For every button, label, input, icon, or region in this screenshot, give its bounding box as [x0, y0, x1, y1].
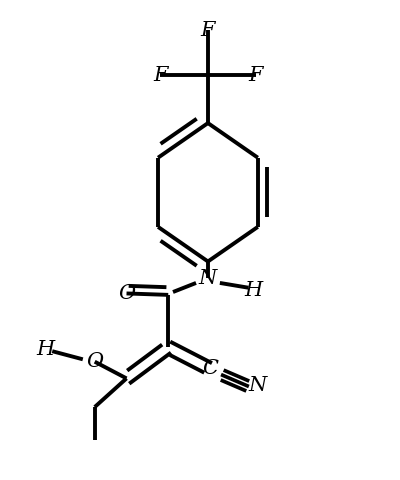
Text: N: N — [199, 269, 217, 288]
Text: C: C — [202, 360, 218, 378]
Text: N: N — [248, 376, 267, 395]
Text: O: O — [118, 284, 135, 303]
Text: H: H — [244, 281, 263, 300]
Text: O: O — [86, 352, 103, 371]
Text: F: F — [201, 21, 215, 39]
Text: H: H — [36, 340, 54, 359]
Text: F: F — [248, 66, 263, 85]
Text: F: F — [153, 66, 168, 85]
